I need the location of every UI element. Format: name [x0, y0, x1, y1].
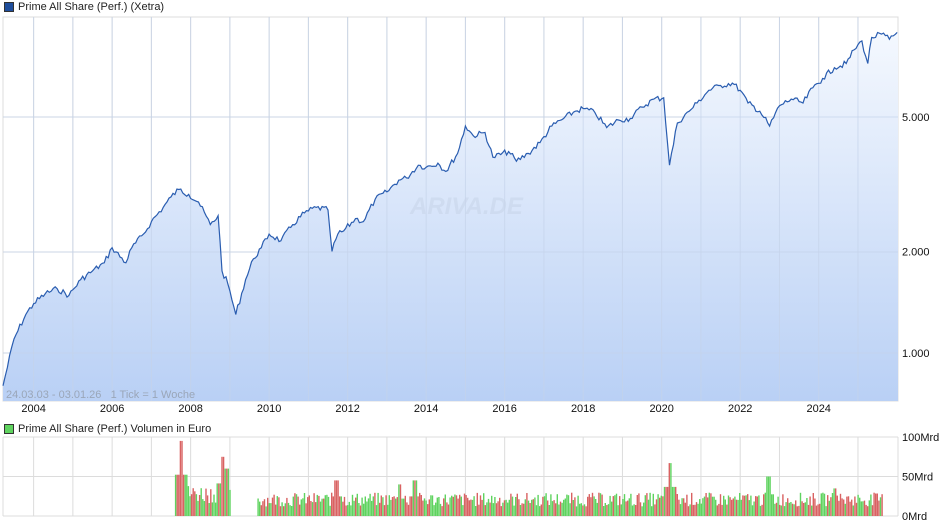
svg-text:5.000: 5.000 [902, 112, 930, 124]
svg-text:2018: 2018 [571, 403, 595, 415]
x-axis-labels: 2004 2006 2008 2010 2012 2014 2016 2018 2020 2022… [21, 403, 831, 415]
svg-text:2024: 2024 [806, 403, 830, 415]
volume-legend-label: Prime All Share (Perf.) Volumen in Euro [18, 423, 212, 435]
svg-text:2008: 2008 [178, 403, 202, 415]
svg-text:2022: 2022 [728, 403, 752, 415]
volume-axis-labels: 100Mrd 50Mrd 0Mrd [902, 432, 939, 523]
main-chart-legend: Prime All Share (Perf.) (Xetra) [4, 1, 164, 13]
svg-text:2010: 2010 [257, 403, 281, 415]
main-chart-grid-overlay [3, 17, 898, 401]
svg-text:100Mrd: 100Mrd [902, 432, 939, 444]
watermark: ARIVA.DE [409, 193, 524, 220]
svg-text:2020: 2020 [649, 403, 673, 415]
svg-text:2016: 2016 [492, 403, 516, 415]
volume-chart-legend: Prime All Share (Perf.) Volumen in Euro [4, 423, 211, 435]
date-range-label: 24.03.03 - 03.01.26 1 Tick = 1 Woche [6, 389, 195, 401]
price-line [2, 31, 898, 386]
svg-text:50Mrd: 50Mrd [902, 472, 933, 484]
main-legend-label: Prime All Share (Perf.) (Xetra) [18, 1, 165, 13]
y-axis-labels: 1.000 2.000 5.000 [902, 112, 930, 360]
price-area [3, 32, 898, 402]
svg-text:1.000: 1.000 [902, 348, 930, 360]
svg-text:2014: 2014 [414, 403, 438, 415]
volume-bars [174, 440, 883, 517]
svg-text:2006: 2006 [100, 403, 124, 415]
svg-text:2004: 2004 [21, 403, 45, 415]
legend-swatch-icon [4, 424, 14, 434]
svg-text:2.000: 2.000 [902, 246, 930, 258]
svg-text:0Mrd: 0Mrd [902, 511, 927, 523]
svg-text:2012: 2012 [335, 403, 359, 415]
legend-swatch-icon [4, 2, 14, 12]
